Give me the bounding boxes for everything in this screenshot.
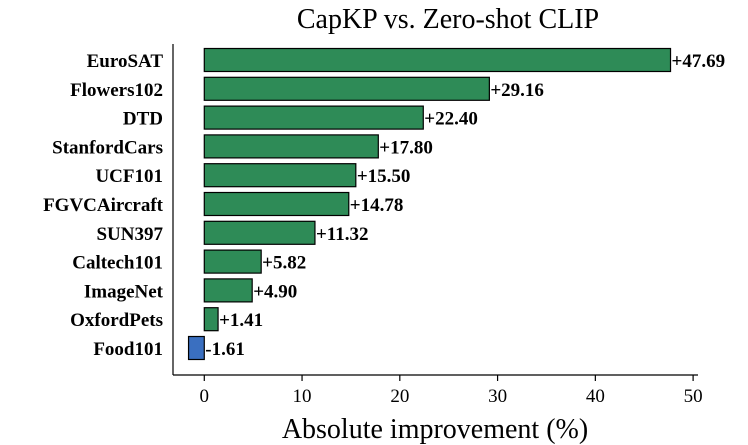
x-tick-label: 20 bbox=[390, 386, 409, 407]
value-label: +1.41 bbox=[219, 310, 263, 331]
bar bbox=[203, 105, 424, 130]
value-label: +4.90 bbox=[253, 281, 297, 302]
bars-layer bbox=[187, 47, 672, 361]
x-tick-label: 50 bbox=[684, 386, 703, 407]
category-label: EuroSAT bbox=[87, 51, 164, 72]
chart-title: CapKP vs. Zero-shot CLIP bbox=[297, 4, 599, 35]
category-label: UCF101 bbox=[95, 166, 163, 187]
category-label: OxfordPets bbox=[70, 310, 163, 331]
x-tick-label: 40 bbox=[586, 386, 605, 407]
x-tick-label: 10 bbox=[293, 386, 312, 407]
category-label: Food101 bbox=[93, 339, 163, 360]
category-label: SUN397 bbox=[96, 224, 163, 245]
bar bbox=[203, 307, 219, 332]
bar bbox=[203, 278, 253, 303]
labels-layer: EuroSAT +47.69 Flowers102 +29.16 DTD +22.40 St… bbox=[43, 51, 725, 360]
bar bbox=[203, 76, 490, 101]
value-label: +17.80 bbox=[379, 137, 433, 158]
category-label: ImageNet bbox=[84, 281, 164, 302]
category-label: Flowers102 bbox=[70, 80, 163, 101]
value-label: +22.40 bbox=[424, 109, 478, 130]
x-tick-label: 0 bbox=[200, 386, 210, 407]
bar bbox=[203, 191, 350, 217]
value-label: +15.50 bbox=[357, 166, 411, 187]
value-label: +11.32 bbox=[316, 224, 369, 245]
value-label: +5.82 bbox=[262, 253, 306, 274]
value-label: +14.78 bbox=[350, 195, 404, 216]
value-label: +47.69 bbox=[672, 51, 726, 72]
bar bbox=[203, 47, 672, 73]
bar bbox=[203, 220, 316, 245]
category-label: FGVCAircraft bbox=[43, 195, 164, 216]
value-label: -1.61 bbox=[205, 339, 245, 360]
category-label: DTD bbox=[123, 109, 163, 130]
value-label: +29.16 bbox=[490, 80, 544, 101]
x-tick-label: 30 bbox=[488, 386, 507, 407]
bar bbox=[203, 163, 357, 188]
bar bbox=[203, 249, 262, 274]
x-ticks: 0 10 20 30 40 50 bbox=[200, 375, 703, 407]
category-label: Caltech101 bbox=[72, 253, 163, 274]
bar bbox=[203, 134, 379, 159]
x-axis-label: Absolute improvement (%) bbox=[282, 414, 588, 445]
category-label: StanfordCars bbox=[52, 137, 163, 158]
bar bbox=[187, 335, 205, 361]
